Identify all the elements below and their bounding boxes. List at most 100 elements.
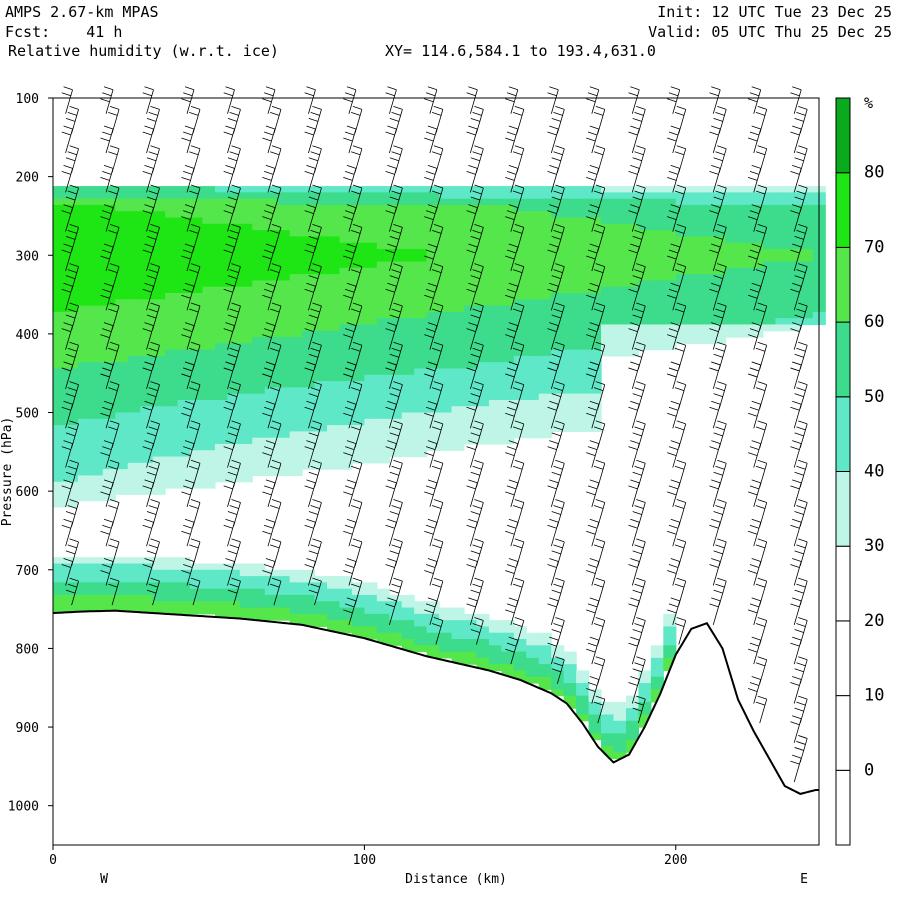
humidity-cell — [227, 607, 241, 615]
wind-barb — [667, 322, 681, 350]
humidity-cell — [90, 242, 104, 250]
humidity-cell — [165, 381, 179, 388]
humidity-cell — [202, 437, 216, 445]
humidity-cell — [464, 431, 478, 439]
humidity-cell — [725, 311, 739, 319]
humidity-cell — [190, 261, 204, 269]
humidity-cell — [227, 456, 241, 464]
humidity-cell — [675, 198, 689, 206]
humidity-cell — [314, 437, 328, 445]
humidity-cell — [214, 387, 228, 395]
wind-barb — [227, 538, 241, 566]
humidity-cell — [190, 387, 204, 395]
humidity-cell — [513, 381, 527, 388]
humidity-cell — [339, 337, 353, 344]
humidity-cell — [102, 280, 116, 288]
humidity-cell — [152, 456, 166, 464]
humidity-cell — [713, 305, 727, 313]
humidity-cell — [700, 311, 714, 319]
humidity-cell — [638, 242, 652, 250]
humidity-cell — [451, 318, 465, 326]
humidity-cell — [426, 337, 440, 344]
humidity-cell — [90, 343, 104, 351]
humidity-cell — [501, 217, 515, 225]
humidity-cell — [177, 481, 191, 489]
terrain-mask — [53, 610, 819, 845]
humidity-cell — [339, 318, 353, 326]
humidity-cell — [264, 576, 278, 583]
humidity-cell — [165, 204, 179, 212]
humidity-cell — [351, 255, 365, 263]
humidity-cell — [115, 412, 129, 420]
humidity-cell — [314, 588, 328, 596]
humidity-cell — [675, 211, 689, 219]
humidity-cell — [389, 261, 403, 269]
humidity-cell — [613, 720, 627, 728]
humidity-cell — [389, 437, 403, 445]
humidity-cell — [177, 425, 191, 432]
humidity-cell — [451, 418, 465, 426]
humidity-cell — [53, 393, 67, 401]
humidity-cell — [476, 399, 490, 407]
humidity-cell — [725, 230, 739, 237]
humidity-cell — [588, 318, 602, 326]
humidity-cell — [302, 293, 316, 300]
humidity-cell — [202, 475, 216, 483]
humidity-cell — [451, 607, 465, 615]
wind-barb — [389, 184, 403, 213]
humidity-cell — [451, 330, 465, 338]
humidity-cell — [127, 469, 141, 477]
wind-barb — [628, 322, 640, 350]
wind-barb — [351, 459, 363, 488]
humidity-cell — [476, 393, 490, 401]
humidity-cell — [165, 337, 179, 344]
humidity-cell — [650, 645, 664, 653]
humidity-cell — [526, 412, 540, 420]
humidity-cell — [501, 230, 515, 237]
humidity-cell — [364, 588, 378, 596]
humidity-cell — [800, 230, 814, 237]
humidity-cell — [165, 431, 179, 439]
humidity-cell — [625, 217, 639, 225]
humidity-cell — [152, 274, 166, 282]
wind-barb — [65, 106, 79, 134]
humidity-cell — [165, 324, 179, 332]
humidity-cell — [351, 318, 365, 326]
wind-barb — [65, 302, 79, 331]
humidity-cell — [650, 267, 664, 275]
humidity-cell — [451, 443, 465, 451]
humidity-cell — [376, 330, 390, 338]
wind-barb — [389, 381, 403, 409]
humidity-cell — [289, 286, 303, 294]
humidity-cell — [314, 456, 328, 464]
humidity-cell — [227, 418, 241, 426]
humidity-cell — [214, 576, 228, 583]
humidity-cell — [762, 324, 777, 332]
humidity-cell — [725, 211, 739, 219]
humidity-cell — [339, 594, 353, 602]
humidity-cell — [501, 657, 515, 665]
humidity-cell — [351, 613, 365, 621]
humidity-cell — [526, 261, 540, 269]
humidity-cell — [601, 261, 615, 269]
wind-barb — [713, 263, 727, 291]
humidity-cell — [314, 462, 328, 470]
wind-barb — [667, 282, 681, 311]
humidity-cell — [401, 607, 415, 615]
humidity-cell — [177, 255, 191, 263]
wind-barb — [790, 400, 802, 429]
humidity-cell — [688, 230, 702, 237]
humidity-cell — [53, 374, 67, 382]
humidity-cell — [638, 274, 652, 282]
humidity-cell — [625, 248, 639, 256]
humidity-cell — [351, 349, 365, 357]
humidity-cell — [688, 267, 702, 275]
humidity-cell — [65, 343, 79, 351]
wind-barb — [547, 479, 559, 507]
wind-barb — [790, 361, 802, 390]
humidity-cell — [277, 255, 291, 263]
humidity-cell — [239, 569, 253, 577]
humidity-cell — [513, 670, 527, 678]
humidity-cell — [302, 362, 316, 370]
humidity-cell — [738, 242, 752, 250]
